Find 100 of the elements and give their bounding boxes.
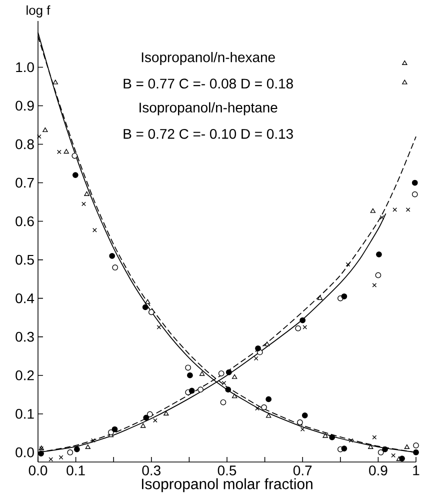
point [84, 191, 90, 196]
point [140, 423, 146, 428]
point [109, 253, 116, 259]
point [108, 429, 114, 436]
point [199, 371, 205, 376]
x-tick-label: 0.0 [28, 466, 48, 476]
annotation: Isopropanol/n-heptane [140, 102, 278, 116]
y-tick-label: 1.0 [16, 62, 34, 72]
point [142, 304, 148, 310]
point [404, 444, 410, 450]
point [391, 453, 396, 458]
point [255, 345, 261, 352]
point [74, 446, 80, 452]
point [348, 438, 354, 443]
point [92, 228, 97, 232]
point [300, 427, 305, 432]
point [72, 172, 78, 178]
y-tick-label: 0.9 [16, 100, 34, 111]
x-tick-label: 0.7 [293, 466, 312, 476]
point [232, 374, 238, 379]
point [143, 414, 150, 421]
point [198, 386, 204, 393]
point [370, 208, 376, 213]
point [264, 342, 270, 346]
point [232, 394, 238, 398]
annotation: B = 0.77 C =- 0.08 D = 0.18 [124, 78, 293, 89]
y-tick-label: 0.7 [16, 178, 34, 188]
point [380, 215, 384, 220]
point [36, 134, 42, 139]
point [48, 457, 54, 462]
point [402, 80, 408, 84]
point [255, 406, 260, 411]
point [266, 396, 272, 402]
point [406, 208, 410, 212]
point [413, 442, 419, 448]
point [56, 150, 62, 154]
point [300, 317, 306, 324]
point [145, 299, 150, 304]
y-tick-label: 0.8 [16, 139, 34, 150]
point [91, 438, 96, 443]
x-tick-label: 0.3 [142, 466, 160, 476]
annotation: B = 0.72 C =- 0.10 D = 0.13 [124, 128, 293, 139]
point [58, 455, 64, 460]
point [225, 386, 232, 393]
x-tick-label: 0.1 [66, 466, 85, 476]
y-tick-label: 0.3 [16, 332, 34, 342]
point [372, 435, 377, 440]
point [376, 251, 382, 258]
point [399, 456, 405, 462]
point [295, 325, 302, 332]
point [112, 426, 118, 432]
point [218, 370, 224, 376]
point [67, 449, 74, 456]
point [148, 309, 154, 316]
y-tick-label: 0.5 [16, 254, 34, 265]
point [261, 404, 267, 410]
y-tick-label: 0.2 [16, 370, 34, 380]
point [254, 356, 258, 361]
point [38, 450, 44, 456]
point [368, 444, 374, 450]
y-axis-title: log f [26, 5, 50, 18]
point [346, 262, 350, 267]
point [226, 369, 232, 376]
point [52, 80, 58, 84]
point [341, 446, 348, 452]
point [112, 264, 118, 270]
point [412, 180, 418, 186]
point [220, 399, 226, 406]
point [322, 433, 328, 438]
point [187, 372, 193, 378]
point [413, 449, 419, 456]
point [164, 410, 169, 416]
point [64, 149, 69, 154]
point [412, 191, 418, 198]
x-tick-label: 0.5 [218, 466, 236, 476]
point [146, 411, 153, 418]
y-tick-label: 0.0 [16, 447, 34, 458]
point [82, 202, 86, 206]
y-tick-label: 0.1 [16, 408, 34, 419]
point [42, 127, 48, 132]
y-tick-label: 0.4 [16, 293, 34, 304]
annotation: Isopropanol/n-hexane [142, 52, 275, 65]
point [329, 434, 336, 440]
point [85, 444, 90, 450]
point [153, 418, 158, 423]
point [222, 380, 226, 386]
point [392, 208, 398, 212]
point [341, 293, 348, 300]
point [297, 419, 303, 426]
x-tick-label: 0.9 [369, 466, 388, 476]
point [188, 388, 195, 394]
point [266, 413, 272, 418]
point [302, 325, 308, 330]
point [302, 412, 308, 418]
point [382, 446, 388, 452]
point [372, 283, 377, 288]
point [317, 295, 323, 300]
point [378, 449, 384, 456]
point [375, 272, 382, 278]
point [72, 152, 78, 159]
